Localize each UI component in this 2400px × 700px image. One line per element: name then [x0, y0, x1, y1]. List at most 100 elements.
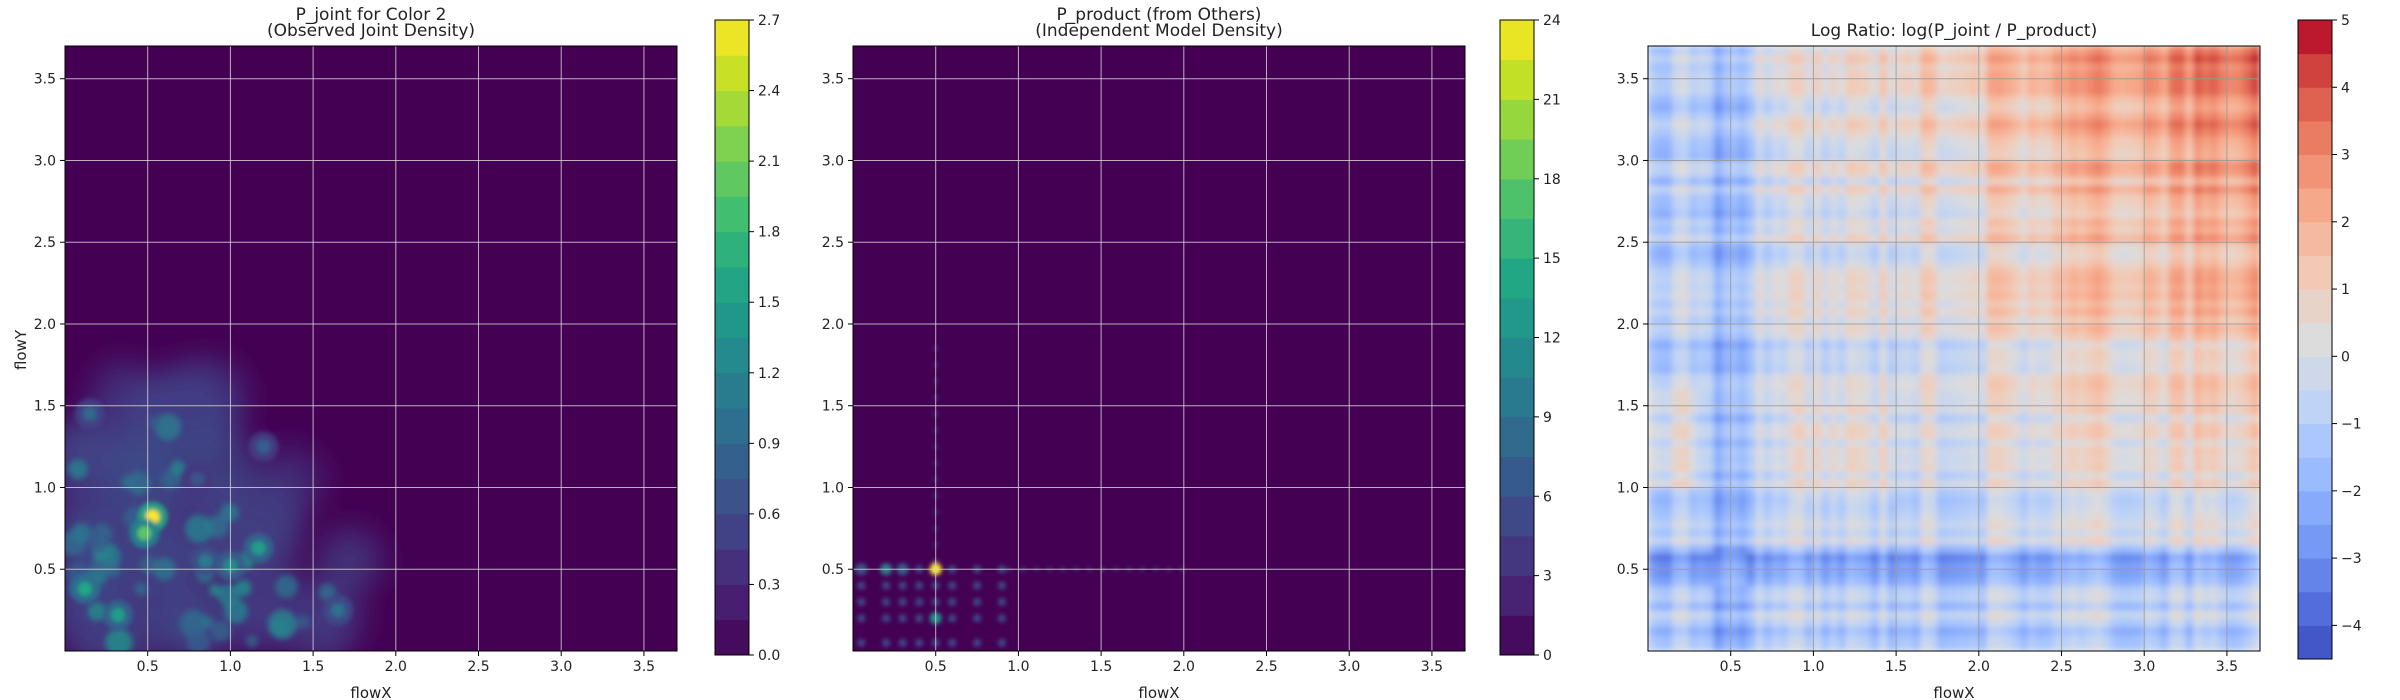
- ratio-cell: [1903, 364, 1914, 374]
- ratio-cell: [2052, 290, 2063, 300]
- ratio-cell: [1887, 536, 1897, 546]
- ratio-cell: [1895, 143, 1905, 153]
- ratio-cell: [1779, 585, 1790, 595]
- ratio-cell: [2085, 405, 2096, 415]
- ratio-cell: [2102, 421, 2112, 431]
- ratio-cell: [2003, 200, 2013, 211]
- ratio-cell: [1887, 388, 1897, 399]
- ratio-cell: [2011, 46, 2021, 55]
- ratio-cell: [1994, 151, 2005, 161]
- ratio-cell: [2027, 315, 2038, 325]
- ratio-cell: [1788, 200, 1798, 211]
- ratio-cell: [1697, 397, 1707, 407]
- ratio-cell: [1788, 274, 1798, 284]
- ratio-cell: [1804, 617, 1814, 627]
- ratio-cell: [1804, 446, 1814, 456]
- ratio-cell: [1738, 388, 1748, 399]
- ratio-cell: [2135, 209, 2145, 219]
- ratio-cell: [1895, 339, 1905, 349]
- ratio-cell: [1755, 397, 1765, 407]
- ratio-cell: [1829, 421, 1839, 431]
- ratio-cell: [1788, 552, 1798, 562]
- ratio-cell: [1829, 576, 1839, 587]
- ratio-cell: [1920, 159, 1930, 170]
- ratio-cell: [2094, 290, 2104, 300]
- ratio-cell: [1961, 119, 1972, 129]
- ratio-cell: [1763, 94, 1773, 104]
- ratio-cell: [2085, 192, 2096, 202]
- ratio-cell: [1945, 356, 1955, 366]
- ratio-cell: [1697, 78, 1707, 88]
- ratio-cell: [1903, 519, 1914, 529]
- ratio-cell: [1879, 527, 1889, 538]
- ratio-cell: [1854, 274, 1864, 284]
- ratio-cell: [2044, 585, 2054, 595]
- ratio-cell: [1779, 78, 1790, 88]
- ratio-cell: [1655, 560, 1666, 570]
- ratio-cell: [2102, 397, 2112, 407]
- ratio-cell: [2069, 388, 2079, 399]
- ratio-cell: [1870, 143, 1881, 153]
- ratio-cell: [1738, 446, 1748, 456]
- ratio-cell: [1672, 536, 1682, 546]
- ratio-cell: [2027, 217, 2038, 227]
- ratio-cell: [2151, 200, 2162, 211]
- ratio-cell: [2077, 462, 2087, 472]
- ratio-cell: [1648, 53, 1657, 63]
- ratio-cell: [1812, 364, 1823, 374]
- ratio-cell: [2077, 536, 2087, 546]
- ratio-cell: [1730, 233, 1740, 243]
- ratio-cell: [1680, 576, 1690, 587]
- ratio-cell: [1837, 225, 1847, 235]
- ratio-cell: [2102, 617, 2112, 627]
- ratio-cell: [1986, 634, 1996, 644]
- ratio-cell: [1994, 298, 2005, 309]
- ratio-cell: [1986, 470, 1996, 480]
- ratio-cell: [1796, 388, 1806, 399]
- ratio-cell: [1821, 159, 1831, 170]
- ratio-cell: [2061, 601, 2071, 611]
- ratio-cell: [2019, 397, 2029, 407]
- ratio-cell: [1903, 331, 1914, 341]
- ratio-cell: [1936, 348, 1947, 358]
- ratio-cell: [1936, 200, 1947, 211]
- ratio-cell: [1705, 102, 1715, 112]
- ratio-cell: [2027, 249, 2038, 260]
- ratio-cell: [1912, 200, 1922, 211]
- ratio-cell: [1953, 78, 1963, 88]
- ratio-cell: [1648, 503, 1657, 513]
- ratio-cell: [2102, 527, 2112, 538]
- ratio-cell: [1779, 323, 1790, 333]
- ratio-cell: [2019, 217, 2029, 227]
- ratio-cell: [1870, 617, 1881, 627]
- ratio-cell: [1961, 421, 1972, 431]
- ratio-cell: [1862, 560, 1872, 570]
- ratio-cell: [2085, 217, 2096, 227]
- hotspots: [69, 398, 353, 631]
- ratio-cell: [1978, 446, 1988, 456]
- ratio-cell: [1796, 568, 1806, 578]
- ratio-cell: [2011, 634, 2021, 644]
- ratio-cell: [1854, 86, 1864, 96]
- ratio-cell: [2044, 609, 2054, 619]
- ratio-cell: [1688, 478, 1699, 488]
- ratio-cell: [1862, 70, 1872, 80]
- ratio-cell: [1763, 486, 1773, 497]
- ratio-cell: [1945, 421, 1955, 431]
- ratio-cell: [2077, 601, 2087, 611]
- ratio-cell: [1953, 307, 1963, 317]
- ratio-cell: [1688, 536, 1699, 546]
- ratio-cell: [1648, 225, 1657, 235]
- ratio-cell: [1672, 617, 1682, 627]
- ratio-cell: [2061, 209, 2071, 219]
- colorbar-level: [715, 478, 749, 515]
- ratio-cell: [1812, 94, 1823, 104]
- ratio-cell: [1705, 200, 1715, 211]
- ratio-cell: [1788, 110, 1798, 121]
- ratio-cell: [2011, 331, 2021, 341]
- ratio-cell: [2110, 560, 2120, 570]
- ratio-cell: [1771, 446, 1781, 456]
- ratio-cell: [1821, 151, 1831, 161]
- ratio-cell: [1879, 53, 1889, 63]
- ratio-cell: [1755, 46, 1765, 55]
